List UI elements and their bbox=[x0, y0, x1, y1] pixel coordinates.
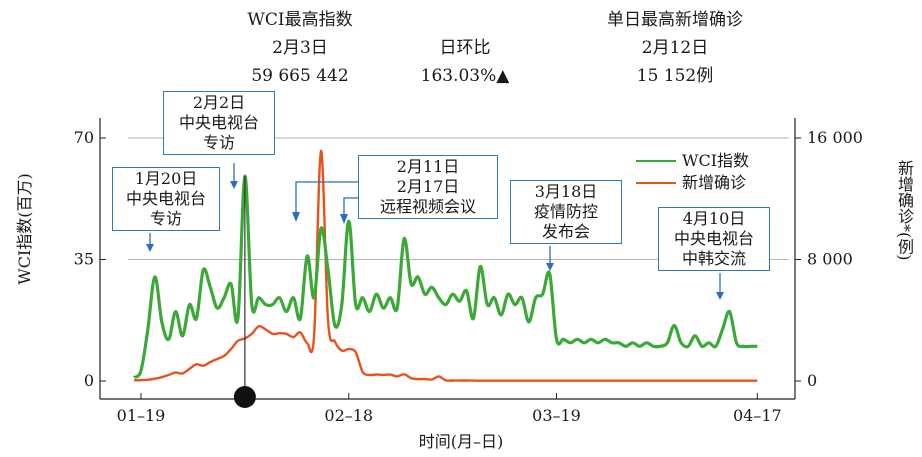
stat-cases-max-value: 15 152例 bbox=[636, 66, 714, 86]
legend-label-cases: 新增确诊 bbox=[682, 173, 747, 192]
series-line-cases bbox=[134, 149, 758, 382]
arrow-0120-head bbox=[146, 244, 154, 252]
y-left-tick-label-35: 35 bbox=[74, 250, 94, 269]
annotation-box-0120: 1月20日 中央电视台 专访 bbox=[112, 167, 220, 231]
arrow-0202-head bbox=[230, 181, 238, 189]
arrow-0410-head bbox=[716, 292, 724, 300]
stat-cases-max: 单日最高新增确诊 2月12日 15 152例 bbox=[580, 6, 770, 90]
legend-label-wci: WCI指数 bbox=[682, 151, 750, 170]
x-tick-label-03–19: 03–19 bbox=[532, 406, 581, 425]
y-right-tick-label-0: 0 bbox=[807, 371, 817, 390]
y-axis-left-label: WCI指数(百万) bbox=[15, 172, 34, 285]
x-tick-label-04–17: 04–17 bbox=[733, 406, 782, 425]
stat-cases-max-date: 2月12日 bbox=[641, 38, 709, 58]
x-tick-label-02–18: 02–18 bbox=[324, 406, 373, 425]
annotation-box-0202: 2月2日 中央电视台 专访 bbox=[163, 91, 275, 155]
peak-marker bbox=[233, 176, 256, 408]
legend-item-wci: WCI指数 bbox=[636, 150, 749, 172]
y-right-tick-label-16000: 16 000 bbox=[807, 128, 863, 147]
y-left-tick-label-0: 0 bbox=[84, 371, 94, 390]
annotation-box-0318: 3月18日 疫情防控 发布会 bbox=[510, 180, 622, 244]
arrow-0217-shaft bbox=[343, 197, 358, 214]
y-axis-right-label: 新增确诊*(例) bbox=[895, 160, 914, 261]
stat-daily-ratio: 日环比 163.03%▲ bbox=[405, 34, 525, 90]
arrow-0318-head bbox=[546, 263, 554, 271]
stat-daily-ratio-value: 163.03%▲ bbox=[420, 66, 510, 86]
arrow-0217-head bbox=[340, 214, 348, 224]
x-tick-label-01–19: 01–19 bbox=[117, 406, 166, 425]
legend-swatch-wci bbox=[636, 160, 676, 162]
arrow-0211-head bbox=[292, 212, 300, 222]
axes: 0 35 70 0 8 000 16 000 01–19 02–18 03–19 04–17 bbox=[74, 118, 863, 425]
annotation-box-0410: 4月10日 中央电视台 中韩交流 bbox=[658, 207, 770, 271]
series-layer bbox=[132, 149, 758, 382]
stat-wci-max-title: WCI最高指数 bbox=[247, 10, 353, 30]
legend: WCI指数 新增确诊 bbox=[636, 150, 749, 194]
stat-wci-max-value: 59 665 442 bbox=[251, 66, 349, 86]
series-line-wci bbox=[132, 174, 758, 379]
stat-daily-ratio-title: 日环比 bbox=[439, 38, 491, 58]
peak-marker-dot bbox=[233, 386, 256, 408]
stat-wci-max-date: 2月3日 bbox=[272, 38, 328, 58]
legend-swatch-cases bbox=[636, 182, 676, 184]
annotation-arrows bbox=[146, 163, 724, 300]
legend-item-cases: 新增确诊 bbox=[636, 172, 749, 194]
stat-wci-max: WCI最高指数 2月3日 59 665 442 bbox=[225, 6, 375, 90]
stat-cases-max-title: 单日最高新增确诊 bbox=[607, 10, 743, 30]
annotation-box-0211-0217: 2月11日 2月17日 远程视频会议 bbox=[358, 155, 498, 219]
arrow-0211-shaft bbox=[295, 181, 358, 212]
x-axis-label: 时间(月–日) bbox=[418, 432, 504, 451]
y-left-tick-label-70: 70 bbox=[74, 128, 94, 147]
y-right-tick-label-8000: 8 000 bbox=[807, 250, 853, 269]
